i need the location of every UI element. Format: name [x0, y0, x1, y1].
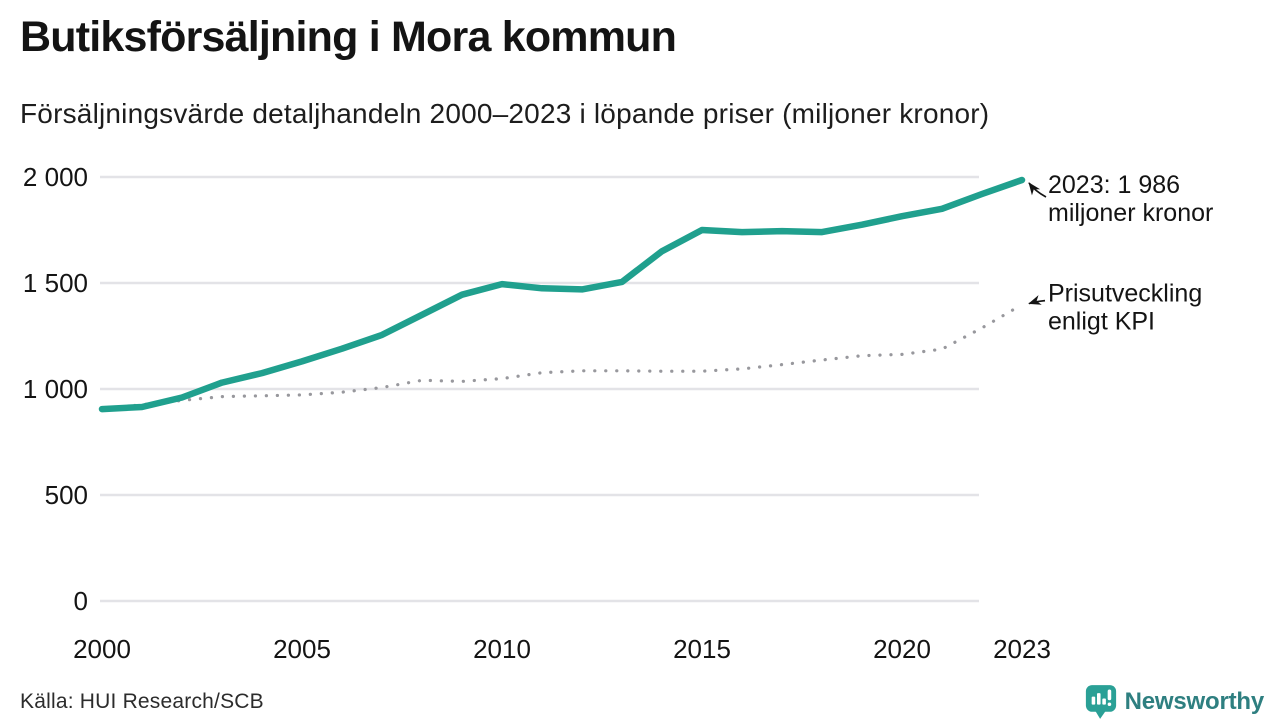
- x-tick-label: 2020: [873, 634, 931, 664]
- newsworthy-logo-icon: [1085, 685, 1116, 719]
- annotation-2023-value: 2023: 1 986: [1048, 171, 1180, 199]
- y-tick-label: 1 000: [23, 374, 88, 404]
- y-tick-label: 2 000: [23, 162, 88, 192]
- data-series: [98, 176, 1026, 413]
- annotation-2023-value: miljoner kronor: [1048, 199, 1213, 227]
- annotation-kpi-label: enligt KPI: [1048, 308, 1155, 336]
- newsworthy-logo: Newsworthy: [1085, 684, 1264, 720]
- y-tick-label: 1 500: [23, 268, 88, 298]
- x-tick-label: 2015: [673, 634, 731, 664]
- annotation-arrow: [1028, 295, 1046, 305]
- y-tick-label: 0: [74, 586, 88, 616]
- x-tick-label: 2010: [473, 634, 531, 664]
- gridlines: [100, 175, 979, 603]
- chart-subtitle: Försäljningsvärde detaljhandeln 2000–202…: [20, 98, 990, 129]
- y-tick-label: 500: [45, 480, 88, 510]
- newsworthy-logo-text: Newsworthy: [1124, 688, 1265, 715]
- kpi-line: [100, 303, 1024, 411]
- x-tick-label: 2000: [73, 634, 131, 664]
- y-axis-labels: 0 500 1 000 1 500 2 000: [23, 162, 88, 616]
- x-axis-labels: 2000 2005 2010 2015 2020 2023: [73, 634, 1051, 664]
- annotation-arrow: [1028, 182, 1047, 198]
- page-title: Butiksförsäljning i Mora kommun: [20, 13, 677, 61]
- x-tick-label: 2005: [273, 634, 331, 664]
- annotation-kpi-label: Prisutveckling: [1048, 280, 1202, 308]
- x-tick-label: 2023: [993, 634, 1051, 664]
- source-attribution: Källa: HUI Research/SCB: [20, 690, 264, 713]
- sales-line: [98, 176, 1026, 413]
